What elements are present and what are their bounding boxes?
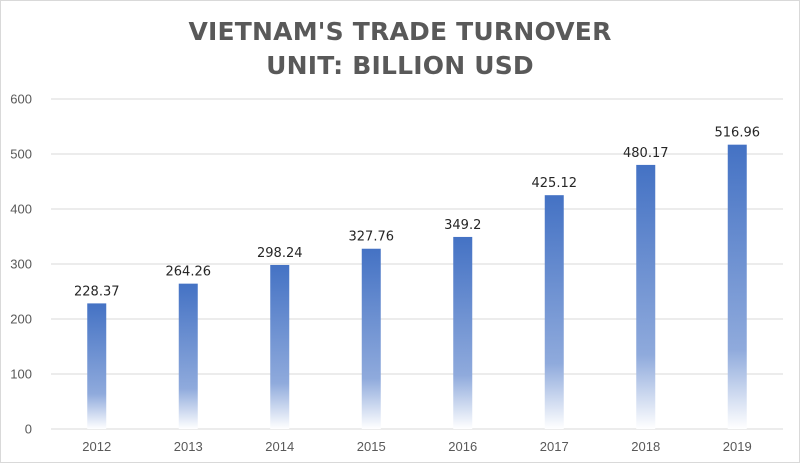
x-axis-tick-labels: 2012 2013 2014 2015 2016 2017 2018 2019 [82,439,751,454]
data-labels: 228.37 264.26 298.24 327.76 349.2 425.12 480.1… [74,126,760,300]
data-label-2015: 327.76 [349,230,395,245]
x-tick-label-2016: 2016 [448,439,477,454]
y-tick-label-400: 400 [10,202,32,217]
bar-2018 [636,164,656,429]
x-tick-label-2012: 2012 [82,439,111,454]
bar-2013 [178,283,198,429]
x-tick-label-2014: 2014 [265,439,294,454]
data-label-2013: 264.26 [166,265,212,280]
data-label-2019: 516.96 [715,126,761,141]
x-tick-label-2017: 2017 [540,439,569,454]
y-axis-tick-labels: 0 100 200 300 400 500 600 [10,92,32,437]
bars [87,144,747,429]
x-tick-label-2015: 2015 [357,439,386,454]
data-label-2014: 298.24 [257,246,303,261]
chart-title-line-2: UNIT: BILLION USD [266,51,534,80]
bar-2012 [87,303,107,429]
bar-2017 [544,195,564,429]
bar-2019 [727,144,747,429]
y-tick-label-0: 0 [25,422,32,437]
data-label-2018: 480.17 [623,146,669,161]
data-label-2012: 228.37 [74,284,120,299]
chart-title: VIETNAM'S TRADE TURNOVER UNIT: BILLION U… [1,15,799,83]
y-tick-label-600: 600 [10,92,32,107]
y-tick-label-100: 100 [10,367,32,382]
bar-2016 [453,236,473,429]
gridlines [51,98,783,430]
data-label-2017: 425.12 [532,176,578,191]
y-tick-label-200: 200 [10,312,32,327]
x-tick-label-2013: 2013 [174,439,203,454]
x-tick-label-2018: 2018 [631,439,660,454]
y-tick-label-300: 300 [10,257,32,272]
bar-2015 [361,248,381,429]
chart-title-line-1: VIETNAM'S TRADE TURNOVER [188,17,612,46]
data-label-2016: 349.2 [444,218,481,233]
bar-2014 [270,264,290,429]
x-tick-label-2019: 2019 [723,439,752,454]
y-tick-label-500: 500 [10,147,32,162]
